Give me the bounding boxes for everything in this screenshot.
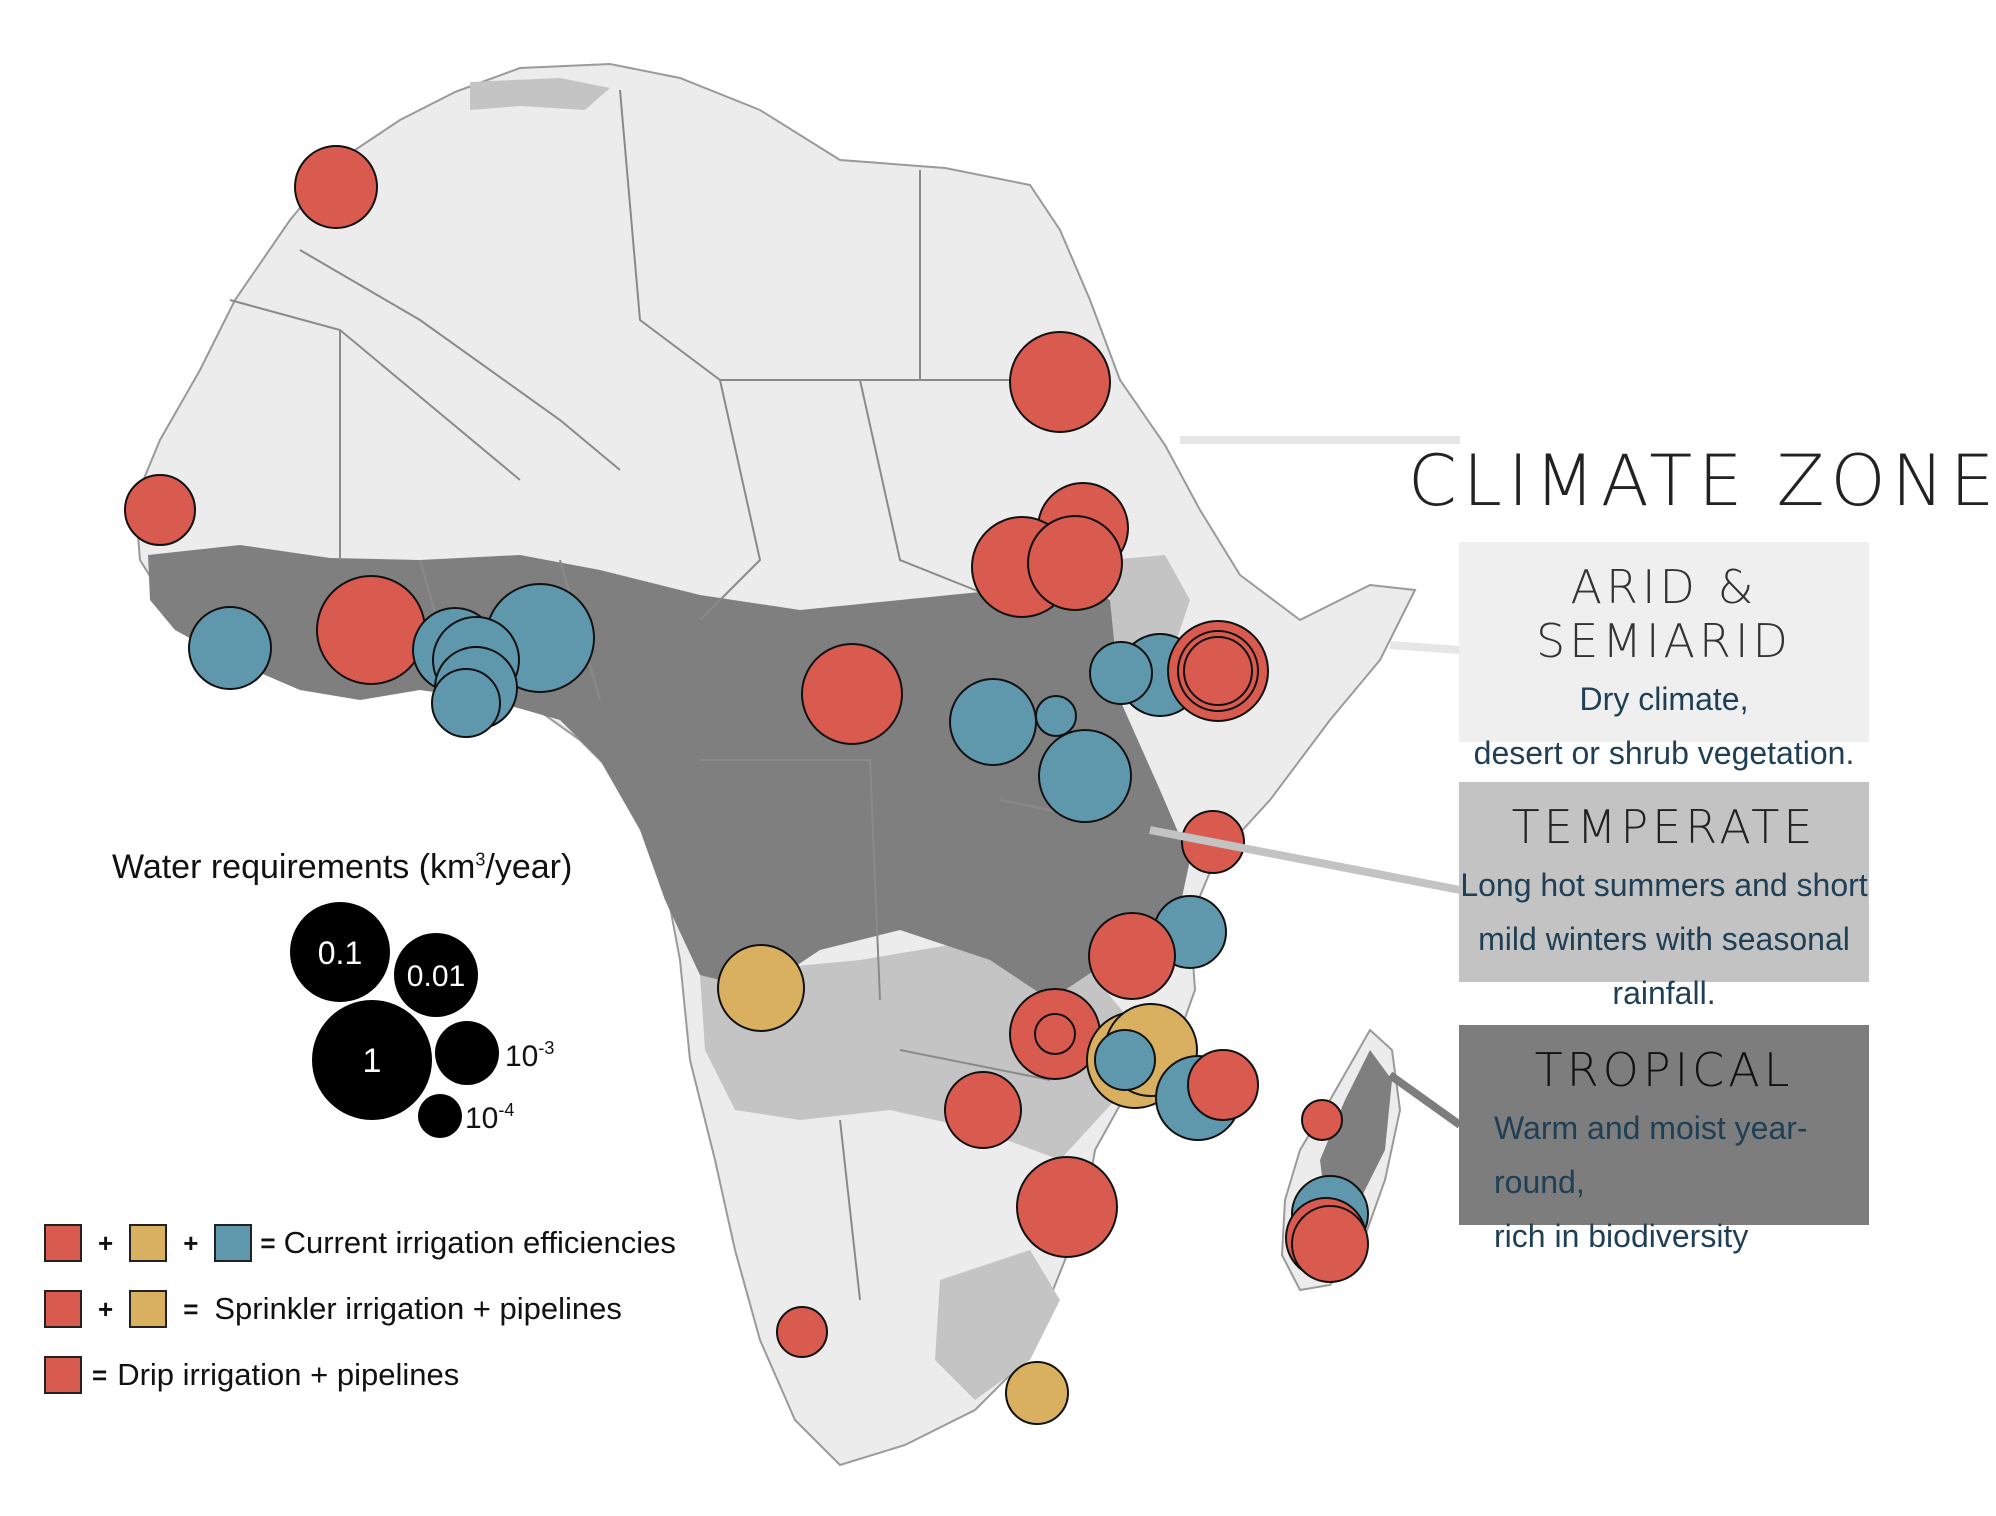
size-legend-label-1e-3-base: 10 — [505, 1040, 538, 1073]
size-legend-label-1: 1 — [363, 1042, 382, 1080]
connector-temperate — [1149, 826, 1461, 894]
size-legend-label-1e-3: 10-3 — [505, 1038, 554, 1073]
water-bubble-current-30 — [1094, 1029, 1156, 1091]
legend-label-sprinkler: Sprinkler irrigation + pipelines — [214, 1291, 622, 1326]
climate-zones-title: CLIMATE ZONES — [1408, 440, 1996, 522]
zone-desc-tropical: Warm and moist year-round, rich in biodi… — [1459, 1101, 1869, 1263]
zone-desc-temperate-line1: Long hot summers and short — [1460, 867, 1868, 903]
swatch-blue — [214, 1224, 253, 1262]
zone-desc-temperate: Long hot summers and short mild winters … — [1459, 858, 1869, 1020]
water-bubble-drip-1 — [124, 474, 196, 546]
zone-desc-arid: Dry climate, desert or shrub vegetation. — [1459, 672, 1869, 780]
swatch-yellow — [129, 1290, 168, 1328]
water-bubble-sprinkler-40 — [1005, 1361, 1069, 1425]
water-bubble-current-15 — [1035, 695, 1077, 737]
water-title-prefix: Water requirements (km — [112, 848, 476, 886]
water-bubble-drip-35 — [1301, 1099, 1343, 1141]
water-title-suffix: /year) — [485, 848, 573, 886]
legend-row-sprinkler: + = Sprinkler irrigation + pipelines — [44, 1288, 622, 1330]
swatch-red — [44, 1356, 82, 1394]
zone-box-tropical: TROPICAL Warm and moist year-round, rich… — [1459, 1025, 1869, 1254]
size-legend-label-1e-4-exp: -4 — [498, 1100, 514, 1120]
plus-sign: + — [98, 1227, 114, 1258]
legend-row-current: + + = Current irrigation efficiencies — [44, 1222, 676, 1264]
water-bubble-drip-2 — [1009, 331, 1111, 433]
water-bubble-drip-5 — [1027, 515, 1123, 611]
water-bubble-drip-27 — [1034, 1013, 1076, 1055]
plus-sign: + — [98, 1293, 114, 1324]
zone-name-tropical: TROPICAL — [1534, 1043, 1794, 1097]
temperate-zone-southern-africa — [700, 940, 1130, 1160]
water-bubble-drip-32 — [1187, 1049, 1259, 1121]
zone-desc-tropical-line2: rich in biodiversity — [1494, 1218, 1749, 1254]
water-bubble-drip-33 — [944, 1071, 1022, 1149]
size-legend-label-001: 0.01 — [407, 960, 465, 993]
plus-sign: + — [183, 1227, 199, 1258]
size-legend-circle-01 — [290, 902, 390, 1002]
water-bubble-drip-39 — [776, 1306, 828, 1358]
water-bubble-drip-13 — [801, 643, 903, 745]
size-legend-label-1e-4: 10-4 — [465, 1100, 514, 1135]
swatch-yellow — [129, 1224, 168, 1262]
water-bubble-current-16 — [1038, 729, 1132, 823]
size-legend-circle-001 — [394, 933, 478, 1017]
equals-sign: = — [92, 1359, 108, 1390]
zone-desc-arid-line2: desert or shrub vegetation. — [1473, 735, 1855, 771]
swatch-red — [44, 1290, 82, 1328]
legend-label-current: Current irrigation efficiencies — [283, 1225, 676, 1260]
zone-box-temperate: TEMPERATE Long hot summers and short mil… — [1459, 782, 1869, 1011]
swatch-red — [44, 1224, 82, 1262]
connector-arid-2 — [1389, 641, 1461, 654]
water-bubble-drip-38 — [1291, 1205, 1369, 1283]
size-legend-label-1e-3-exp: -3 — [538, 1038, 554, 1058]
water-bubble-current-6 — [188, 606, 272, 690]
size-legend-circle-1e-3 — [435, 1021, 499, 1085]
zone-box-arid: ARID & SEMIARID Dry climate, desert or s… — [1459, 542, 1869, 771]
water-bubble-drip-34 — [1016, 1156, 1118, 1258]
zone-desc-arid-line1: Dry climate, — [1579, 681, 1749, 717]
water-bubble-drip-25 — [1088, 912, 1176, 1000]
size-legend-label-01: 0.1 — [318, 935, 362, 971]
zone-name-temperate: TEMPERATE — [1511, 800, 1817, 854]
zone-desc-tropical-line1: Warm and moist year-round, — [1494, 1110, 1808, 1200]
equals-sign: = — [260, 1227, 276, 1258]
water-title-sup: 3 — [475, 849, 486, 870]
water-bubble-current-18 — [1089, 641, 1153, 705]
temperate-zone-south — [935, 1250, 1060, 1400]
size-legend-circle-1e-4 — [418, 1094, 462, 1138]
zone-name-arid: ARID & SEMIARID — [1536, 560, 1792, 668]
legend-label-drip: Drip irrigation + pipelines — [117, 1357, 460, 1392]
temperate-zone-north — [470, 78, 610, 110]
water-requirements-title: Water requirements (km3/year) — [112, 848, 572, 887]
water-bubble-sprinkler-23 — [717, 944, 805, 1032]
water-bubble-current-12 — [431, 668, 501, 738]
water-bubble-drip-0 — [294, 145, 378, 229]
connector-tropical — [1387, 1071, 1463, 1129]
water-bubble-drip-21 — [1183, 636, 1253, 706]
legend-row-drip: = Drip irrigation + pipelines — [44, 1354, 459, 1396]
size-legend-circle-1 — [312, 1000, 432, 1120]
size-legend-label-1e-4-base: 10 — [465, 1102, 498, 1135]
equals-sign: = — [183, 1293, 199, 1324]
zone-desc-temperate-line2: mild winters with seasonal rainfall. — [1478, 921, 1850, 1011]
